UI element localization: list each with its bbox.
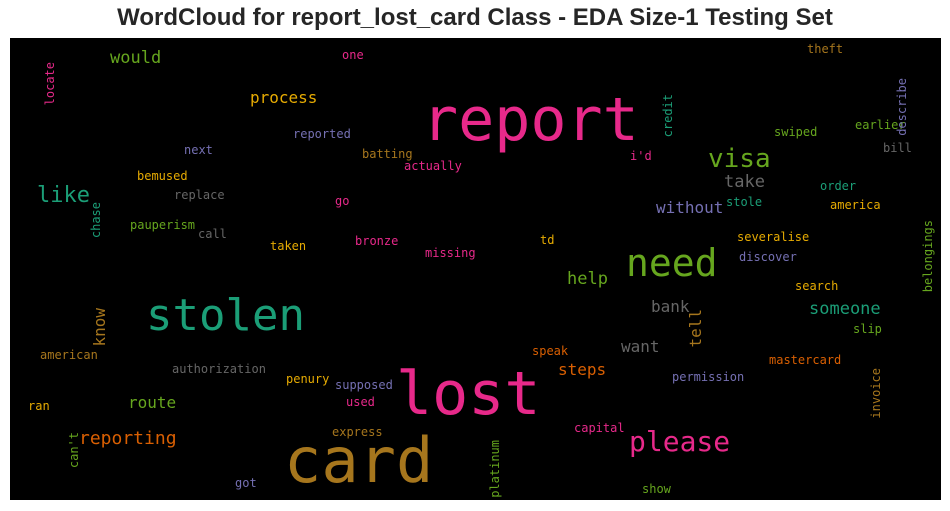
word-batting: batting [362, 147, 413, 161]
word-theft: theft [807, 42, 844, 56]
word-reporting: reporting [79, 428, 177, 449]
word-reported: reported [293, 127, 351, 141]
word-belongings: belongings [921, 220, 935, 293]
word-penury: penury [286, 372, 330, 386]
word-order: order [820, 179, 857, 193]
word-bronze: bronze [355, 234, 399, 248]
word-visa: visa [708, 144, 771, 174]
word-taken: taken [270, 239, 307, 253]
word-please: please [629, 425, 731, 458]
word-american: american [40, 348, 98, 362]
word-search: search [795, 279, 839, 293]
chart-title: WordCloud for report_lost_card Class - E… [117, 4, 833, 31]
word-tell: tell [686, 309, 705, 348]
word-actually: actually [404, 159, 462, 173]
wordcloud-canvas: report lost card stolen need visa please like re… [10, 38, 941, 500]
word-need: need [626, 241, 718, 285]
word-show: show [642, 482, 671, 496]
word-go: go [335, 194, 350, 208]
word-swiped: swiped [774, 125, 818, 139]
word-without: without [656, 198, 724, 217]
word-express: express [332, 425, 383, 439]
word-stole: stole [726, 195, 763, 209]
word-discover: discover [739, 250, 797, 264]
word-know: know [90, 308, 109, 347]
word-help: help [567, 269, 608, 289]
word-mastercard: mastercard [769, 353, 842, 367]
word-america: america [830, 198, 881, 212]
word-next: next [184, 143, 213, 157]
word-slip: slip [853, 322, 882, 336]
word-chase: chase [89, 202, 103, 239]
word-card: card [284, 424, 434, 497]
word-bemused: bemused [137, 169, 188, 183]
word-steps: steps [558, 360, 607, 379]
word-td: td [540, 233, 555, 247]
word-authorization: authorization [172, 362, 266, 376]
word-locate: locate [43, 62, 57, 106]
word-want: want [621, 337, 660, 356]
word-invoice: invoice [869, 368, 883, 419]
word-replace: replace [174, 188, 225, 202]
word-would: would [110, 48, 162, 68]
word-platinum: platinum [488, 440, 502, 498]
word-missing: missing [425, 246, 476, 260]
word-stolen: stolen [146, 290, 305, 341]
word-bill: bill [883, 141, 912, 155]
word-one: one [342, 48, 364, 62]
word-speak: speak [532, 344, 569, 358]
word-ran: ran [28, 399, 50, 413]
word-got: got [235, 476, 257, 490]
word-severalise: severalise [737, 230, 810, 244]
word-earlier: earlier [855, 118, 906, 132]
word-can-t: can't [67, 432, 81, 469]
word-i-d: i'd [630, 149, 652, 163]
word-pauperism: pauperism [130, 218, 196, 232]
word-capital: capital [574, 421, 625, 435]
word-credit: credit [661, 94, 675, 138]
word-take: take [724, 172, 765, 192]
word-report: report [422, 85, 639, 155]
word-like: like [37, 183, 90, 208]
word-someone: someone [809, 299, 881, 319]
word-used: used [346, 395, 375, 409]
word-bank: bank [651, 297, 690, 316]
word-process: process [250, 88, 318, 107]
word-supposed: supposed [335, 378, 393, 392]
word-permission: permission [672, 370, 745, 384]
word-describe: describe [895, 78, 909, 136]
word-call: call [198, 227, 227, 241]
word-lost: lost [396, 359, 541, 429]
word-route: route [128, 393, 177, 412]
